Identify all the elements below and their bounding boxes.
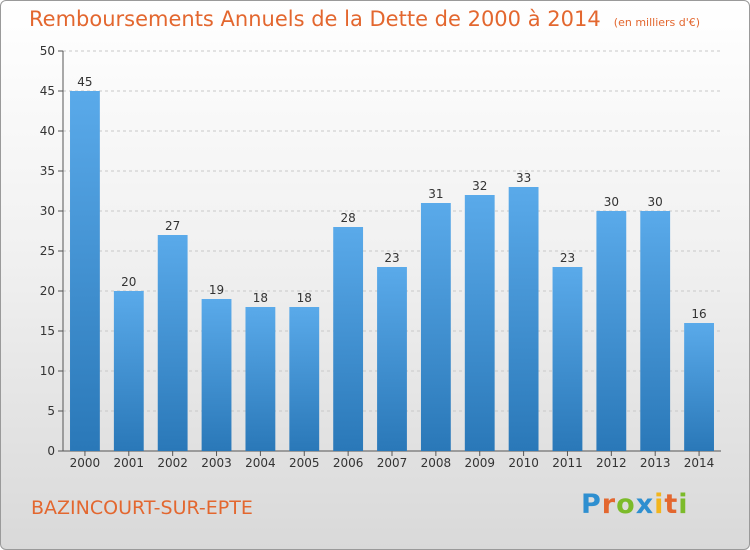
- bar-value-label: 30: [604, 195, 619, 209]
- y-tick-label: 10: [40, 364, 55, 378]
- bar-2007: [377, 267, 407, 451]
- y-tick-label: 25: [40, 244, 55, 258]
- x-tick-label: 2005: [289, 456, 320, 470]
- logo-letter: t: [664, 489, 679, 520]
- y-tick-label: 50: [40, 44, 55, 58]
- bar-2003: [201, 299, 232, 451]
- bar-value-label: 23: [384, 251, 399, 265]
- proxiti-logo: Proxiti: [581, 489, 689, 520]
- x-tick-label: 2000: [70, 456, 101, 470]
- bar-2001: [113, 291, 144, 451]
- bar-2006: [333, 227, 364, 451]
- bar-2004: [245, 307, 276, 451]
- bar-2002: [157, 235, 188, 451]
- y-tick-label: 5: [47, 404, 55, 418]
- logo-letter: P: [581, 489, 602, 520]
- logo-letter: x: [635, 489, 655, 520]
- bar-2000: [70, 91, 100, 451]
- y-tick-label: 35: [40, 164, 55, 178]
- bar-value-label: 31: [428, 187, 443, 201]
- y-tick-label: 45: [40, 84, 55, 98]
- bar-2010: [508, 187, 539, 451]
- bar-value-label: 23: [560, 251, 575, 265]
- logo-letter: i: [654, 489, 665, 520]
- bar-value-label: 32: [472, 179, 487, 193]
- bar-2011: [552, 267, 583, 451]
- bar-value-label: 45: [77, 75, 92, 89]
- labels: 0 5 10 15 20 25 30 35 40 45 50 45 2000 20 2001 27 2002 19…: [40, 44, 715, 470]
- commune-name: BAZINCOURT-SUR-EPTE: [31, 497, 253, 519]
- x-tick-label: 2013: [640, 456, 671, 470]
- x-tick-label: 2009: [464, 456, 495, 470]
- y-tick-label: 0: [47, 444, 55, 458]
- x-tick-label: 2008: [421, 456, 452, 470]
- bar-value-label: 19: [209, 283, 224, 297]
- logo-letter: o: [616, 489, 636, 520]
- bar-value-label: 33: [516, 171, 531, 185]
- bar-value-label: 18: [253, 291, 268, 305]
- bar-value-label: 27: [165, 219, 180, 233]
- bar-value-label: 20: [121, 275, 136, 289]
- x-tick-label: 2002: [157, 456, 188, 470]
- x-tick-label: 2004: [245, 456, 276, 470]
- y-tick-label: 30: [40, 204, 55, 218]
- x-tick-label: 2006: [333, 456, 364, 470]
- chart-title-group: Remboursements Annuels de la Dette de 20…: [29, 7, 700, 31]
- bars: [70, 91, 714, 451]
- bar-2013: [640, 211, 671, 451]
- bar-value-label: 18: [297, 291, 312, 305]
- bar-2014: [684, 323, 714, 451]
- x-tick-label: 2010: [508, 456, 539, 470]
- x-tick-label: 2011: [552, 456, 583, 470]
- y-tick-label: 20: [40, 284, 55, 298]
- x-tick-label: 2003: [201, 456, 232, 470]
- y-tick-label: 15: [40, 324, 55, 338]
- y-tick-label: 40: [40, 124, 55, 138]
- x-tick-label: 2012: [596, 456, 627, 470]
- x-tick-label: 2007: [377, 456, 408, 470]
- x-tick-label: 2001: [114, 456, 145, 470]
- bar-2012: [596, 211, 627, 451]
- logo-letter: i: [678, 489, 689, 520]
- chart-unit: (en milliers d'€): [613, 16, 701, 29]
- bar-value-label: 30: [648, 195, 663, 209]
- x-tick-label: 2014: [684, 456, 715, 470]
- bar-2005: [289, 307, 320, 451]
- bar-value-label: 28: [340, 211, 355, 225]
- logo-letter: r: [601, 489, 617, 520]
- bar-value-label: 16: [691, 307, 706, 321]
- bar-2008: [420, 203, 451, 451]
- bar-2009: [464, 195, 495, 451]
- chart-title: Remboursements Annuels de la Dette de 20…: [29, 7, 601, 31]
